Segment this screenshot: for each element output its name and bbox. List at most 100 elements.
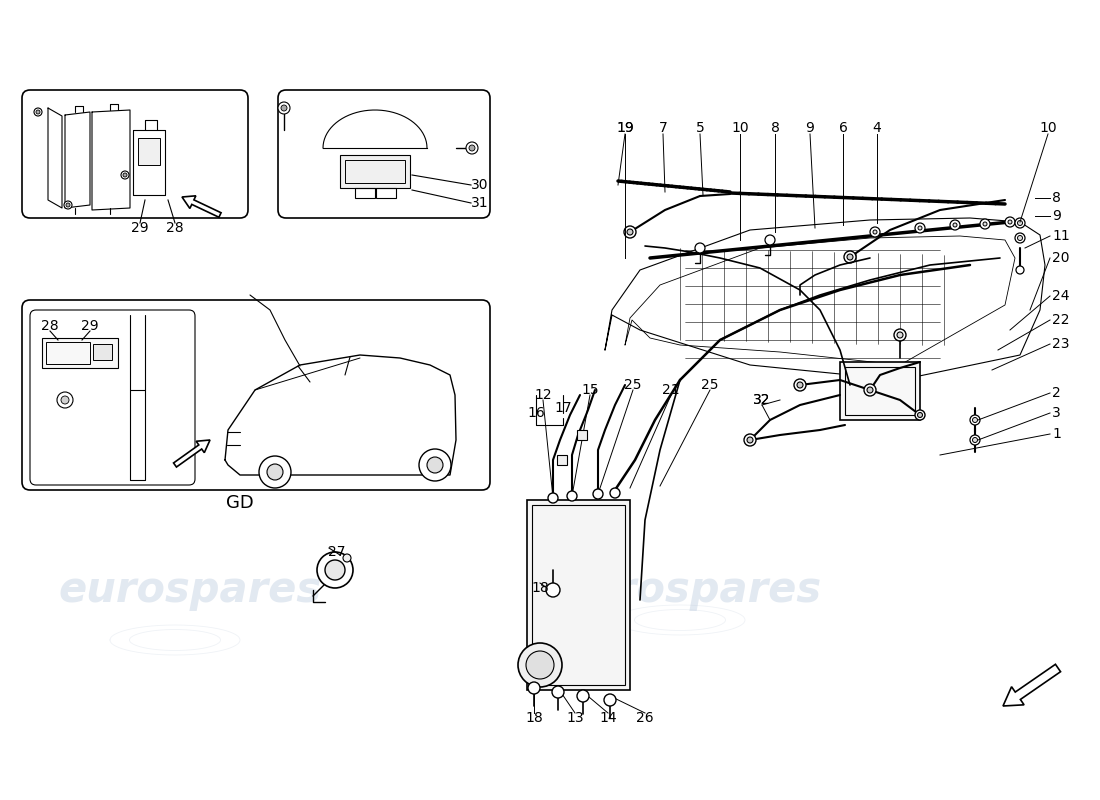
Text: 29: 29 [131, 221, 149, 235]
Circle shape [918, 226, 922, 230]
Text: 13: 13 [566, 711, 584, 725]
Text: 7: 7 [659, 121, 668, 135]
Circle shape [917, 413, 923, 418]
Bar [340, 155, 410, 188]
Circle shape [469, 145, 475, 151]
Text: 14: 14 [600, 711, 617, 725]
Text: 9: 9 [1052, 209, 1060, 223]
Circle shape [427, 457, 443, 473]
Text: 17: 17 [554, 401, 572, 415]
Text: 18: 18 [531, 581, 549, 595]
Circle shape [593, 489, 603, 499]
Circle shape [1005, 217, 1015, 227]
Circle shape [867, 387, 873, 393]
Circle shape [60, 396, 69, 404]
Circle shape [604, 694, 616, 706]
FancyArrow shape [1003, 664, 1060, 706]
Bar [527, 500, 630, 690]
Text: 6: 6 [838, 121, 847, 135]
Bar [840, 362, 920, 420]
Text: 19: 19 [616, 121, 634, 135]
Circle shape [578, 690, 588, 702]
Text: 8: 8 [771, 121, 780, 135]
Circle shape [610, 488, 620, 498]
Circle shape [915, 223, 925, 233]
Bar [42, 338, 118, 368]
Circle shape [324, 560, 345, 580]
Circle shape [280, 105, 287, 111]
Text: 3: 3 [1052, 406, 1060, 420]
Text: GD: GD [227, 494, 254, 512]
Circle shape [794, 379, 806, 391]
Text: 25: 25 [625, 378, 641, 392]
Circle shape [744, 434, 756, 446]
Text: 19: 19 [616, 121, 634, 135]
Circle shape [552, 686, 564, 698]
Text: 25: 25 [702, 378, 718, 392]
Circle shape [36, 110, 40, 114]
Text: 2: 2 [1052, 386, 1060, 400]
Circle shape [121, 171, 129, 179]
Circle shape [1015, 233, 1025, 243]
Text: 22: 22 [1052, 313, 1069, 327]
Text: 28: 28 [41, 319, 58, 333]
Bar [94, 344, 112, 360]
Text: 30: 30 [471, 178, 488, 192]
Circle shape [627, 229, 632, 235]
Circle shape [317, 552, 353, 588]
Text: eurospares: eurospares [559, 569, 822, 611]
Text: 26: 26 [636, 711, 653, 725]
Text: eurospares: eurospares [58, 569, 321, 611]
Circle shape [1016, 266, 1024, 274]
Text: 18: 18 [525, 711, 543, 725]
Circle shape [123, 173, 126, 177]
Circle shape [34, 108, 42, 116]
Circle shape [528, 682, 540, 694]
FancyArrow shape [174, 440, 210, 467]
Bar [532, 505, 625, 685]
Circle shape [1018, 221, 1023, 226]
Circle shape [1018, 235, 1023, 241]
Text: 24: 24 [1052, 289, 1069, 303]
Circle shape [764, 235, 776, 245]
Text: 15: 15 [581, 383, 598, 397]
Circle shape [624, 226, 636, 238]
Circle shape [64, 201, 72, 209]
Circle shape [278, 102, 290, 114]
Circle shape [1008, 220, 1012, 224]
Circle shape [950, 220, 960, 230]
Circle shape [695, 243, 705, 253]
Text: 8: 8 [1052, 191, 1060, 205]
Text: 31: 31 [471, 196, 488, 210]
Text: 32: 32 [754, 393, 771, 407]
Text: 1: 1 [1052, 427, 1060, 441]
Text: 29: 29 [81, 319, 99, 333]
Bar [345, 160, 405, 183]
Text: 10: 10 [1040, 121, 1057, 135]
Circle shape [972, 438, 978, 442]
Bar [578, 430, 587, 440]
Circle shape [258, 456, 292, 488]
Text: 21: 21 [662, 383, 680, 397]
Circle shape [566, 491, 578, 501]
Circle shape [747, 437, 754, 443]
Bar [355, 188, 375, 198]
Text: 27: 27 [328, 545, 345, 559]
Circle shape [915, 410, 925, 420]
Bar [46, 342, 90, 364]
Circle shape [847, 254, 852, 260]
Text: 4: 4 [872, 121, 881, 135]
Circle shape [894, 329, 906, 341]
Circle shape [970, 435, 980, 445]
Text: 11: 11 [1052, 229, 1069, 243]
Circle shape [526, 651, 554, 679]
Text: 9: 9 [805, 121, 814, 135]
Circle shape [983, 222, 987, 226]
Text: 23: 23 [1052, 337, 1069, 351]
Circle shape [970, 415, 980, 425]
Text: 10: 10 [732, 121, 749, 135]
Circle shape [548, 493, 558, 503]
Circle shape [953, 223, 957, 227]
Bar [376, 188, 396, 198]
FancyArrow shape [182, 196, 221, 218]
